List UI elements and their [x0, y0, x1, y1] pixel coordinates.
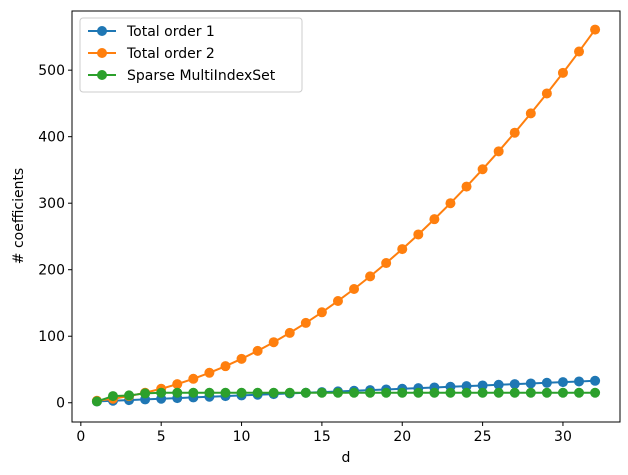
data-point	[525, 378, 536, 389]
plot-series	[91, 24, 601, 407]
legend-label: Sparse MultiIndexSet	[127, 68, 276, 84]
data-point	[397, 244, 408, 255]
data-point	[172, 387, 183, 398]
data-point	[316, 387, 327, 398]
data-point	[268, 337, 279, 348]
data-point	[477, 387, 488, 398]
data-point	[284, 327, 295, 338]
x-tick-label: 10	[233, 429, 251, 445]
legend-item: Sparse MultiIndexSet	[88, 68, 276, 84]
data-point	[461, 387, 472, 398]
y-tick-label: 100	[38, 329, 65, 345]
data-point	[332, 387, 343, 398]
data-point	[349, 387, 360, 398]
data-point	[252, 387, 263, 398]
x-tick-label: 30	[554, 429, 572, 445]
data-point	[445, 198, 456, 209]
legend-item: Total order 2	[88, 46, 215, 62]
data-point	[107, 391, 118, 402]
data-point	[300, 387, 311, 398]
data-point	[557, 67, 568, 78]
legend-item: Total order 1	[88, 24, 215, 40]
data-point	[140, 388, 151, 399]
data-point	[477, 380, 488, 391]
data-point	[236, 353, 247, 364]
legend-label: Total order 1	[126, 24, 215, 40]
data-point	[493, 379, 504, 390]
legend-swatch-marker	[97, 48, 107, 58]
x-tick-label: 20	[393, 429, 411, 445]
data-point	[574, 376, 585, 387]
data-point	[413, 229, 424, 240]
data-point	[381, 258, 392, 269]
data-point	[332, 295, 343, 306]
data-point	[284, 387, 295, 398]
data-point	[429, 387, 440, 398]
data-point	[220, 387, 231, 398]
x-axis-label: d	[342, 450, 351, 466]
data-point	[188, 373, 199, 384]
data-point	[477, 164, 488, 175]
data-point	[172, 379, 183, 390]
data-point	[91, 396, 102, 407]
y-tick-label: 300	[38, 196, 65, 212]
data-point	[557, 377, 568, 388]
data-point	[525, 108, 536, 119]
data-point	[349, 284, 360, 295]
data-point	[156, 387, 167, 398]
y-tick-label: 200	[38, 263, 65, 279]
data-point	[509, 379, 520, 390]
data-point	[509, 387, 520, 398]
y-tick-label: 400	[38, 130, 65, 146]
y-axis: 0 100 200 300 400 500	[38, 63, 72, 412]
y-axis-label: # coefficients	[11, 168, 27, 264]
data-point	[268, 387, 279, 398]
data-point	[590, 387, 601, 398]
data-point	[365, 387, 376, 398]
data-point	[413, 387, 424, 398]
legend-label: Total order 2	[126, 46, 215, 62]
data-point	[445, 387, 456, 398]
data-point	[541, 377, 552, 388]
x-tick-label: 15	[313, 429, 331, 445]
data-point	[574, 387, 585, 398]
data-point	[590, 375, 601, 386]
y-tick-label: 0	[56, 396, 65, 412]
data-point	[220, 361, 231, 372]
data-point	[461, 181, 472, 192]
data-point	[493, 387, 504, 398]
data-point	[429, 214, 440, 225]
data-point	[381, 387, 392, 398]
data-point	[541, 88, 552, 99]
data-point	[300, 317, 311, 328]
data-point	[188, 387, 199, 398]
data-point	[124, 390, 135, 401]
data-point	[316, 307, 327, 318]
data-point	[204, 387, 215, 398]
x-tick-label: 0	[76, 429, 85, 445]
data-point	[365, 271, 376, 282]
data-point	[590, 24, 601, 35]
data-point	[525, 387, 536, 398]
legend: Total order 1 Total order 2 Sparse MultiIn…	[79, 17, 303, 93]
plot-frame	[71, 10, 621, 423]
x-tick-label: 5	[157, 429, 166, 445]
data-point	[252, 345, 263, 356]
data-point	[509, 127, 520, 138]
x-tick-label: 25	[474, 429, 492, 445]
data-point	[557, 387, 568, 398]
series-3	[91, 387, 601, 407]
x-axis: 0 5 10 15 20 25 30	[76, 422, 572, 445]
legend-swatch-marker	[97, 70, 107, 80]
legend-swatch-marker	[97, 26, 107, 36]
legend-box	[79, 17, 303, 93]
data-point	[204, 367, 215, 378]
data-point	[397, 387, 408, 398]
data-point	[574, 46, 585, 57]
data-point	[541, 387, 552, 398]
y-tick-label: 500	[38, 63, 65, 79]
data-point	[493, 146, 504, 157]
data-point	[236, 387, 247, 398]
